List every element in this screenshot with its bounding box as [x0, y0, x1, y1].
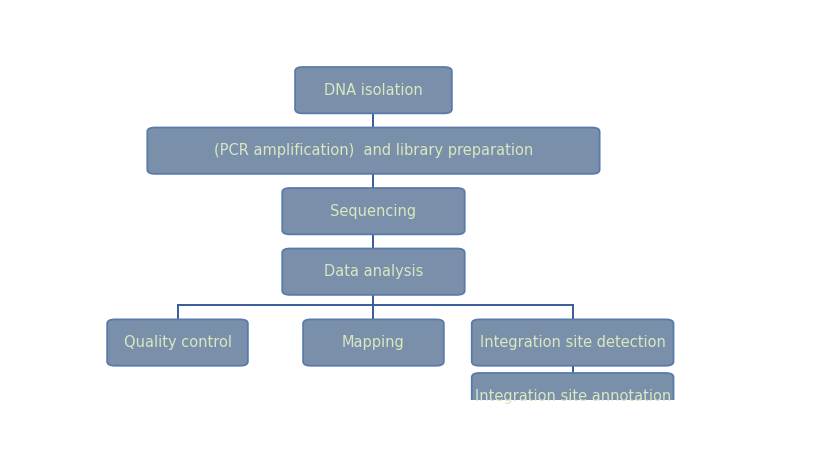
Text: Quality control: Quality control [123, 335, 231, 350]
Text: (PCR amplification)  and library preparation: (PCR amplification) and library preparat… [214, 143, 532, 158]
Text: Sequencing: Sequencing [330, 204, 416, 219]
Text: Mapping: Mapping [342, 335, 404, 350]
FancyBboxPatch shape [295, 67, 451, 113]
Text: Data analysis: Data analysis [324, 264, 422, 279]
FancyBboxPatch shape [471, 319, 672, 366]
FancyBboxPatch shape [147, 128, 599, 174]
Text: DNA isolation: DNA isolation [324, 83, 422, 98]
FancyBboxPatch shape [282, 249, 465, 295]
Text: Integration site detection: Integration site detection [479, 335, 665, 350]
FancyBboxPatch shape [282, 188, 465, 234]
Text: Integration site annotation: Integration site annotation [474, 389, 670, 404]
FancyBboxPatch shape [471, 373, 672, 419]
FancyBboxPatch shape [303, 319, 443, 366]
FancyBboxPatch shape [107, 319, 248, 366]
